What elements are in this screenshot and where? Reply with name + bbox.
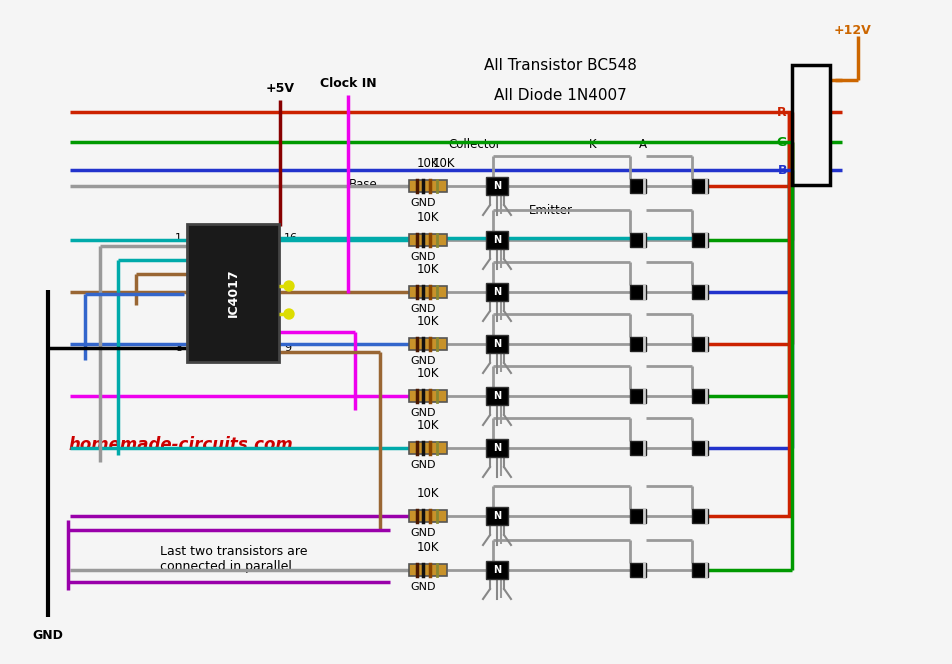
Text: Collector: Collector — [448, 138, 501, 151]
Text: Clock IN: Clock IN — [319, 77, 376, 90]
Text: GND: GND — [409, 582, 435, 592]
Text: +5V: +5V — [266, 82, 294, 95]
Bar — [691, 509, 707, 523]
Text: GND: GND — [409, 408, 435, 418]
Text: K: K — [588, 138, 596, 151]
Bar — [486, 231, 507, 249]
Bar — [408, 390, 446, 402]
Bar — [408, 234, 446, 246]
Text: GND: GND — [409, 252, 435, 262]
Text: homemade-circuits.com: homemade-circuits.com — [68, 436, 292, 454]
Text: Last two transistors are
connected in parallel: Last two transistors are connected in pa… — [160, 545, 307, 573]
Bar — [408, 338, 446, 350]
Text: GND: GND — [409, 356, 435, 366]
Text: N: N — [492, 181, 501, 191]
Bar — [629, 233, 645, 247]
Bar — [486, 439, 507, 457]
Text: 10K: 10K — [416, 419, 439, 432]
Bar — [629, 563, 645, 577]
Bar — [691, 179, 707, 193]
Bar — [791, 65, 829, 185]
Bar — [691, 233, 707, 247]
Bar — [691, 389, 707, 403]
Bar — [486, 177, 507, 195]
Bar — [629, 337, 645, 351]
Bar — [691, 285, 707, 299]
Text: N: N — [492, 287, 501, 297]
Bar — [486, 561, 507, 579]
Text: B: B — [777, 163, 786, 177]
Bar — [408, 442, 446, 454]
Text: 16: 16 — [284, 233, 298, 243]
Text: GND: GND — [409, 304, 435, 314]
Text: IC4017: IC4017 — [227, 269, 239, 317]
Text: N: N — [492, 339, 501, 349]
Bar — [691, 563, 707, 577]
Text: +12V: +12V — [833, 24, 871, 37]
Text: A: A — [639, 138, 646, 151]
Bar — [629, 509, 645, 523]
Circle shape — [284, 309, 293, 319]
Bar — [187, 224, 279, 362]
Bar — [408, 564, 446, 576]
Text: N: N — [492, 565, 501, 575]
Bar — [408, 510, 446, 522]
Text: 10K: 10K — [416, 157, 439, 170]
Bar — [629, 285, 645, 299]
Text: All Diode 1N4007: All Diode 1N4007 — [493, 88, 625, 102]
Bar — [486, 335, 507, 353]
Bar — [486, 387, 507, 405]
Bar — [629, 389, 645, 403]
Text: Base: Base — [348, 177, 378, 191]
Bar — [486, 507, 507, 525]
Text: N: N — [492, 235, 501, 245]
Text: N: N — [492, 391, 501, 401]
Text: 10K: 10K — [416, 211, 439, 224]
Text: 10K: 10K — [416, 541, 439, 554]
Bar — [408, 180, 446, 192]
Text: 10K: 10K — [416, 315, 439, 328]
Text: R: R — [777, 106, 786, 118]
Circle shape — [284, 281, 293, 291]
Text: 10K: 10K — [432, 157, 455, 170]
Bar — [691, 441, 707, 455]
Text: G: G — [776, 135, 786, 149]
Bar — [691, 337, 707, 351]
Text: N: N — [492, 511, 501, 521]
Bar — [486, 283, 507, 301]
Text: 10K: 10K — [416, 263, 439, 276]
Text: N: N — [492, 443, 501, 453]
Text: GND: GND — [409, 528, 435, 538]
Text: GND: GND — [409, 198, 435, 208]
Text: 1: 1 — [175, 233, 182, 243]
Bar — [408, 286, 446, 298]
Text: Emitter: Emitter — [528, 204, 572, 217]
Bar — [629, 441, 645, 455]
Bar — [629, 179, 645, 193]
Text: GND: GND — [409, 460, 435, 470]
Text: 9: 9 — [284, 343, 290, 353]
Text: 10K: 10K — [416, 487, 439, 500]
Text: All Transistor BC548: All Transistor BC548 — [483, 58, 636, 72]
Text: GND: GND — [32, 629, 64, 642]
Text: 8: 8 — [174, 343, 182, 353]
Text: 10K: 10K — [416, 367, 439, 380]
